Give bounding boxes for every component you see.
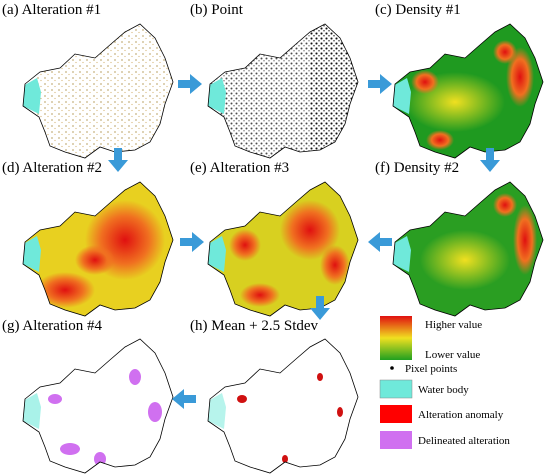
panel-label: (b) Point <box>190 2 244 18</box>
panel-label: (f) Density #2 <box>375 160 459 176</box>
map <box>207 23 359 159</box>
legend-label: Pixel points <box>405 363 457 375</box>
map <box>207 338 359 474</box>
color-ramp <box>380 316 412 360</box>
legend-swatch <box>380 431 412 449</box>
map <box>392 181 544 317</box>
map <box>22 338 174 474</box>
legend-label: Water body <box>418 384 469 396</box>
legend-swatch <box>380 405 412 423</box>
panel-label: (c) Density #1 <box>375 2 461 18</box>
map <box>22 181 174 317</box>
panel-label: (g) Alteration #4 <box>2 318 102 334</box>
panel-label: (h) Mean + 2.5 Stdev <box>190 318 319 334</box>
legend-swatch <box>379 379 413 399</box>
legend-dot <box>390 366 394 370</box>
map <box>392 23 544 159</box>
legend-label: Lower value <box>425 349 480 361</box>
legend: Higher value Lower value Pixel points Wa… <box>379 316 510 449</box>
panel-label: (a) Alteration #1 <box>2 2 101 18</box>
panel-label: (e) Alteration #3 <box>190 160 289 176</box>
map <box>22 23 174 159</box>
map <box>207 181 359 317</box>
legend-label: Higher value <box>425 319 482 331</box>
arrows <box>108 74 500 409</box>
legend-label: Alteration anomaly <box>418 409 504 421</box>
panel-label: (d) Alteration #2 <box>2 160 102 176</box>
legend-label: Delineated alteration <box>418 435 510 447</box>
